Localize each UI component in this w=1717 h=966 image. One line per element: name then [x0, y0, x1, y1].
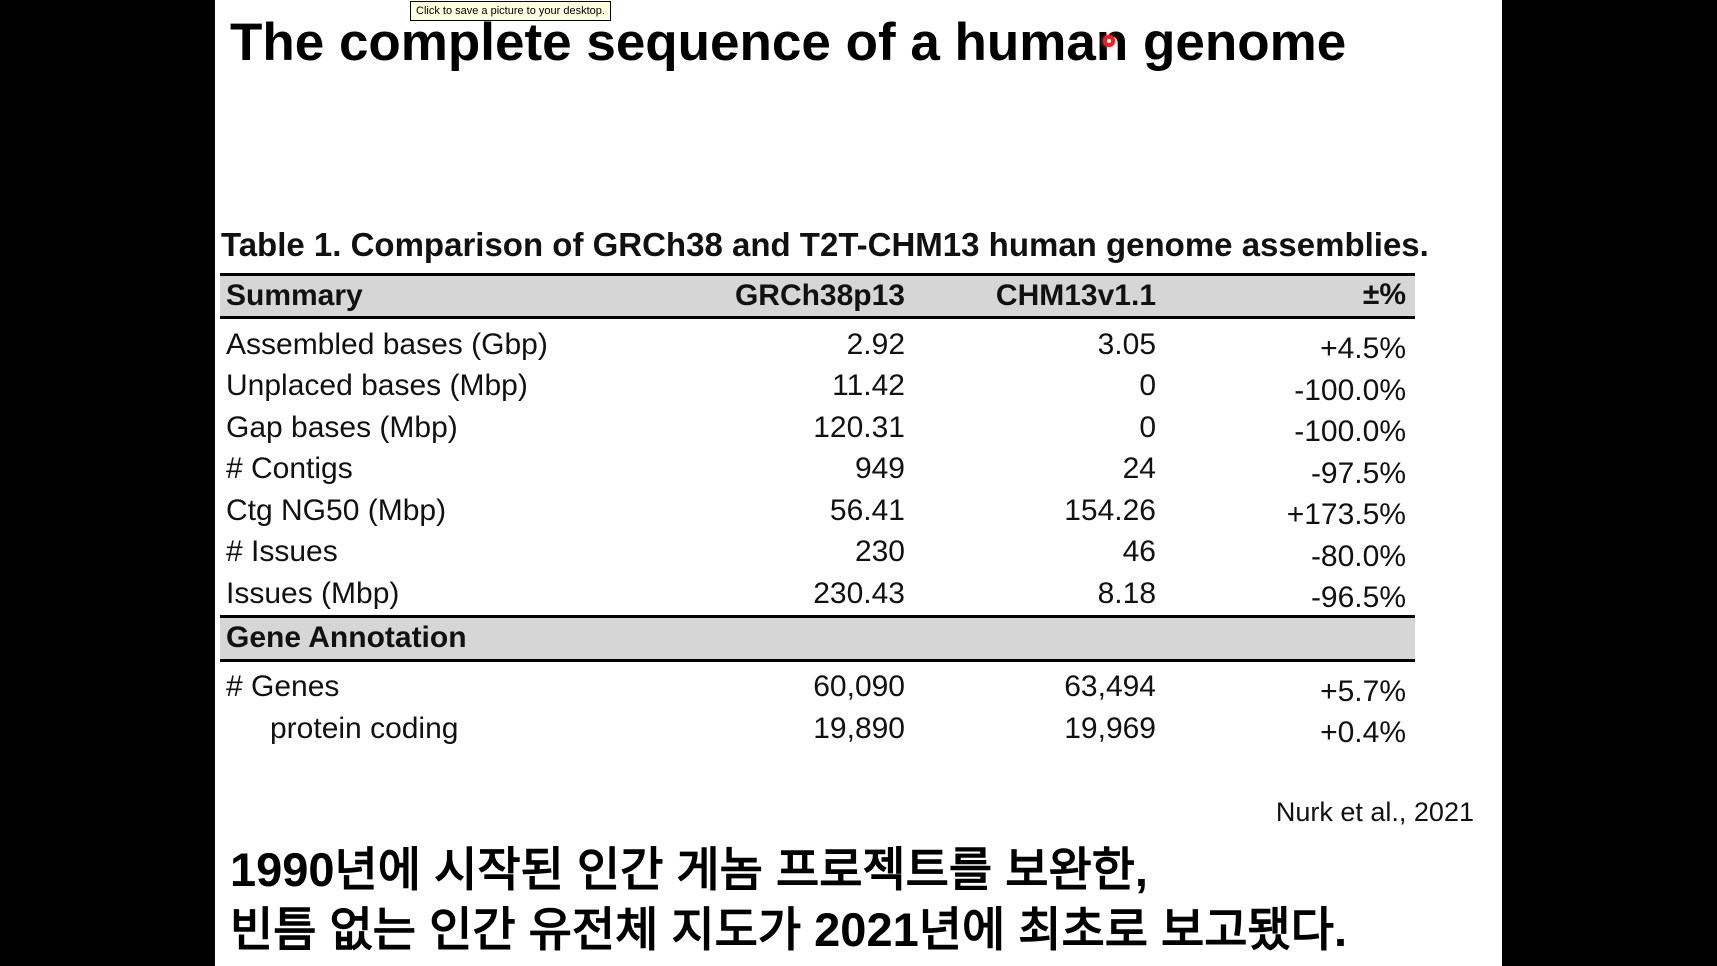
header-grch38: GRCh38p13	[734, 279, 905, 312]
row-label: Issues (Mbp)	[226, 576, 400, 610]
save-picture-tooltip: Click to save a picture to your desktop.	[410, 1, 611, 21]
row-label: # Genes	[226, 670, 340, 704]
row-chm13-value: 0	[1139, 410, 1156, 444]
row-label: Assembled bases (Gbp)	[226, 327, 548, 361]
row-grch38-value: 56.41	[829, 493, 905, 527]
table-row: Issues (Mbp) 230.43 8.18 -96.5%	[220, 573, 1415, 615]
table-row: Unplaced bases (Mbp) 11.42 0 -100.0%	[220, 366, 1415, 408]
header-chm13: CHM13v1.1	[995, 279, 1156, 312]
row-percent-value: -100.0%	[1294, 415, 1406, 448]
row-grch38-value: 949	[854, 452, 905, 486]
row-percent-value: +4.5%	[1320, 332, 1406, 365]
row-chm13-value: 0	[1139, 369, 1156, 403]
genome-comparison-table: Summary GRCh38p13 CHM13v1.1 ±% Assembled…	[220, 273, 1415, 750]
header-percent: ±%	[1362, 278, 1406, 311]
row-label: Ctg NG50 (Mbp)	[226, 493, 447, 527]
row-grch38-value: 230.43	[813, 576, 905, 610]
table-row: Gap bases (Mbp) 120.31 0 -100.0%	[220, 407, 1415, 449]
header-summary: Summary	[226, 279, 363, 312]
row-percent-value: +173.5%	[1286, 498, 1406, 531]
section-header-gene-annotation: Gene Annotation	[220, 614, 1415, 662]
row-label: # Issues	[226, 535, 338, 569]
laser-pointer-icon	[1103, 35, 1115, 47]
table-row: # Issues 230 46 -80.0%	[220, 532, 1415, 574]
row-label: Unplaced bases (Mbp)	[226, 369, 528, 403]
row-chm13-value: 24	[1122, 452, 1156, 486]
section-label: Gene Annotation	[226, 621, 467, 654]
table-row: Assembled bases (Gbp) 2.92 3.05 +4.5%	[220, 324, 1415, 366]
table-row: protein coding 19,890 19,969 +0.4%	[220, 708, 1415, 750]
row-label: Gap bases (Mbp)	[226, 410, 458, 444]
row-label: # Contigs	[226, 452, 353, 486]
row-chm13-value: 3.05	[1097, 327, 1156, 361]
row-grch38-value: 19,890	[813, 711, 905, 745]
slide-title: The complete sequence of a human genome	[230, 13, 1347, 72]
row-chm13-value: 154.26	[1064, 493, 1156, 527]
row-grch38-value: 11.42	[832, 369, 905, 403]
row-percent-value: -80.0%	[1310, 539, 1406, 573]
table-row: # Contigs 949 24 -97.5%	[220, 449, 1415, 491]
table-row: # Genes 60,090 63,494 +5.7%	[220, 667, 1415, 709]
row-grch38-value: 230	[854, 535, 905, 569]
subtitle-line-1: 1990년에 시작된 인간 게놈 프로젝트를 보완한,	[230, 843, 1148, 896]
subtitle-line-2: 빈틈 없는 인간 유전체 지도가 2021년에 최초로 보고됐다.	[230, 903, 1348, 956]
row-percent-value: -96.5%	[1310, 581, 1406, 614]
table-header-row: Summary GRCh38p13 CHM13v1.1 ±%	[220, 273, 1415, 319]
row-chm13-value: 63,494	[1064, 670, 1156, 704]
row-percent-value: -97.5%	[1310, 456, 1406, 490]
row-chm13-value: 19,969	[1064, 711, 1156, 745]
row-percent-value: -100.0%	[1294, 373, 1406, 407]
table-caption: Table 1. Comparison of GRCh38 and T2T-CH…	[221, 226, 1429, 263]
row-label: protein coding	[270, 711, 459, 745]
row-chm13-value: 8.18	[1097, 576, 1156, 610]
row-percent-value: +5.7%	[1320, 674, 1406, 708]
row-chm13-value: 46	[1122, 535, 1156, 569]
row-grch38-value: 60,090	[813, 670, 905, 704]
row-percent-value: +0.4%	[1320, 716, 1406, 749]
citation: Nurk et al., 2021	[1275, 797, 1474, 827]
slide: The complete sequence of a human genome …	[215, 0, 1502, 966]
korean-subtitle: 1990년에 시작된 인간 게놈 프로젝트를 보완한, 빈틈 없는 인간 유전체…	[230, 840, 1500, 960]
row-grch38-value: 2.92	[846, 327, 905, 361]
table-row: Ctg NG50 (Mbp) 56.41 154.26 +173.5%	[220, 490, 1415, 532]
row-grch38-value: 120.31	[813, 410, 905, 444]
